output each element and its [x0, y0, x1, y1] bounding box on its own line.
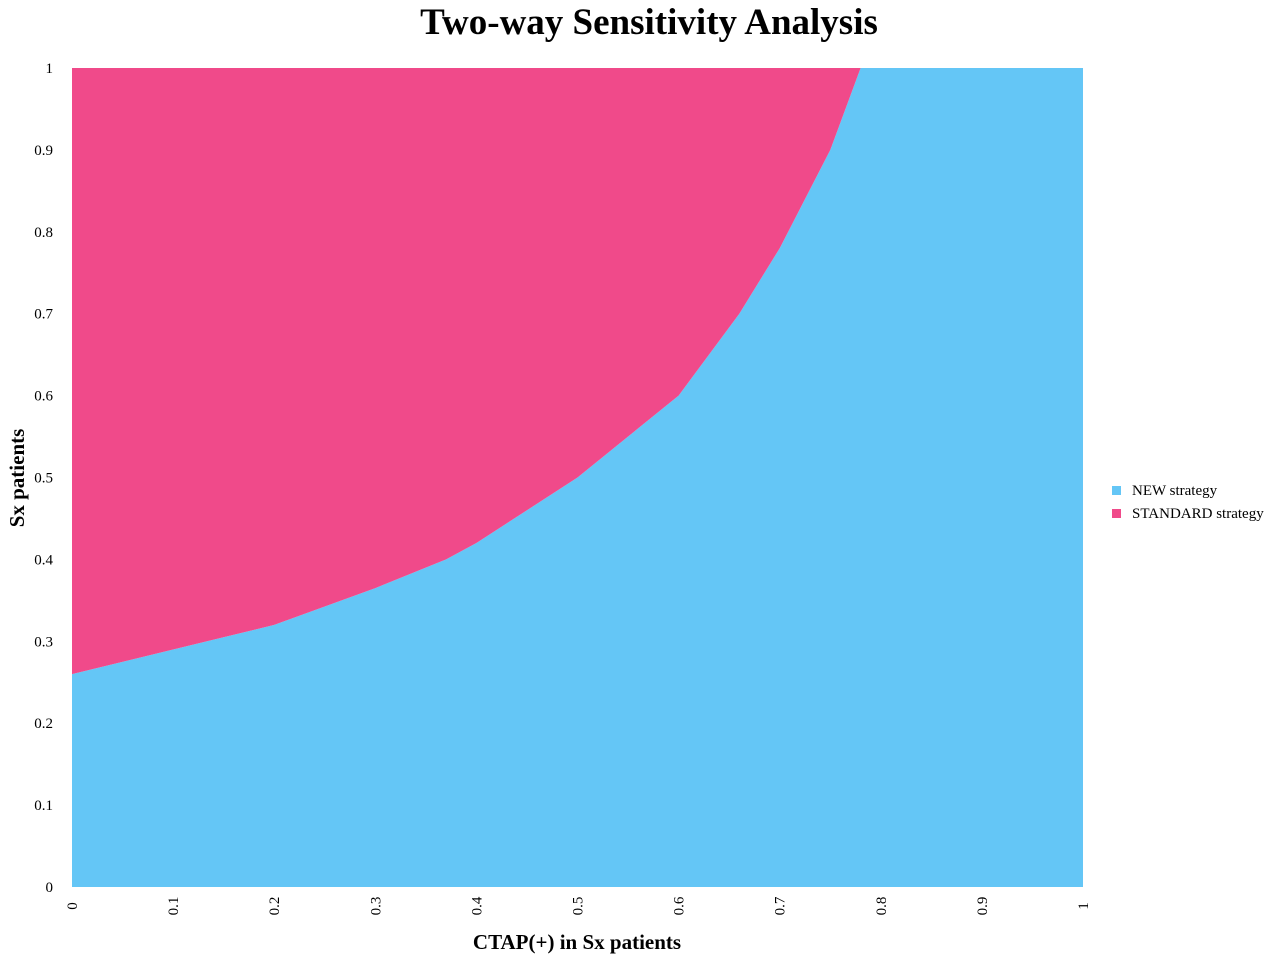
- x-tick-label: 0.2: [267, 897, 283, 916]
- y-tick-label: 0.4: [34, 552, 53, 568]
- x-tick-label: 0.7: [773, 896, 789, 915]
- x-tick-label: 0.5: [571, 897, 587, 916]
- y-tick-label: 0.5: [34, 471, 53, 487]
- x-tick-label: 0.9: [975, 897, 991, 916]
- legend-label: STANDARD strategy: [1132, 506, 1264, 522]
- y-axis-ticks: 0 0.1 0.2 0.3 0.4 0.5 0.6 0.7 0.8 0.9 1: [34, 61, 53, 896]
- y-tick-label: 0.8: [34, 225, 53, 241]
- x-tick-label: 1: [1076, 902, 1092, 910]
- y-axis-label: Sx patients: [5, 429, 29, 528]
- y-tick-label: 0.2: [34, 716, 53, 732]
- chart-title: Two-way Sensitivity Analysis: [420, 2, 878, 43]
- x-axis-label: CTAP(+) in Sx patients: [473, 930, 681, 954]
- legend-label: NEW strategy: [1132, 483, 1218, 499]
- y-tick-label: 1: [46, 61, 54, 77]
- legend: NEW strategy STANDARD strategy: [1112, 483, 1264, 522]
- y-tick-label: 0.6: [34, 389, 53, 405]
- y-tick-label: 0.7: [34, 307, 53, 323]
- y-tick-label: 0.1: [34, 798, 53, 814]
- area-standard-strategy: [72, 68, 861, 675]
- y-tick-label: 0: [46, 880, 54, 896]
- x-axis-ticks: 0 0.1 0.2 0.3 0.4 0.5 0.6 0.7 0.8 0.9 1: [65, 896, 1092, 915]
- x-tick-label: 0.3: [368, 897, 384, 916]
- x-tick-label: 0: [65, 902, 81, 910]
- legend-swatch: [1112, 509, 1121, 518]
- plot-area: [72, 68, 1083, 887]
- x-tick-label: 0.6: [672, 896, 688, 915]
- legend-swatch: [1112, 486, 1121, 495]
- x-tick-label: 0.1: [166, 897, 182, 916]
- y-tick-label: 0.3: [34, 634, 53, 650]
- y-tick-label: 0.9: [34, 143, 53, 159]
- x-tick-label: 0.8: [874, 897, 890, 916]
- x-tick-label: 0.4: [469, 896, 485, 915]
